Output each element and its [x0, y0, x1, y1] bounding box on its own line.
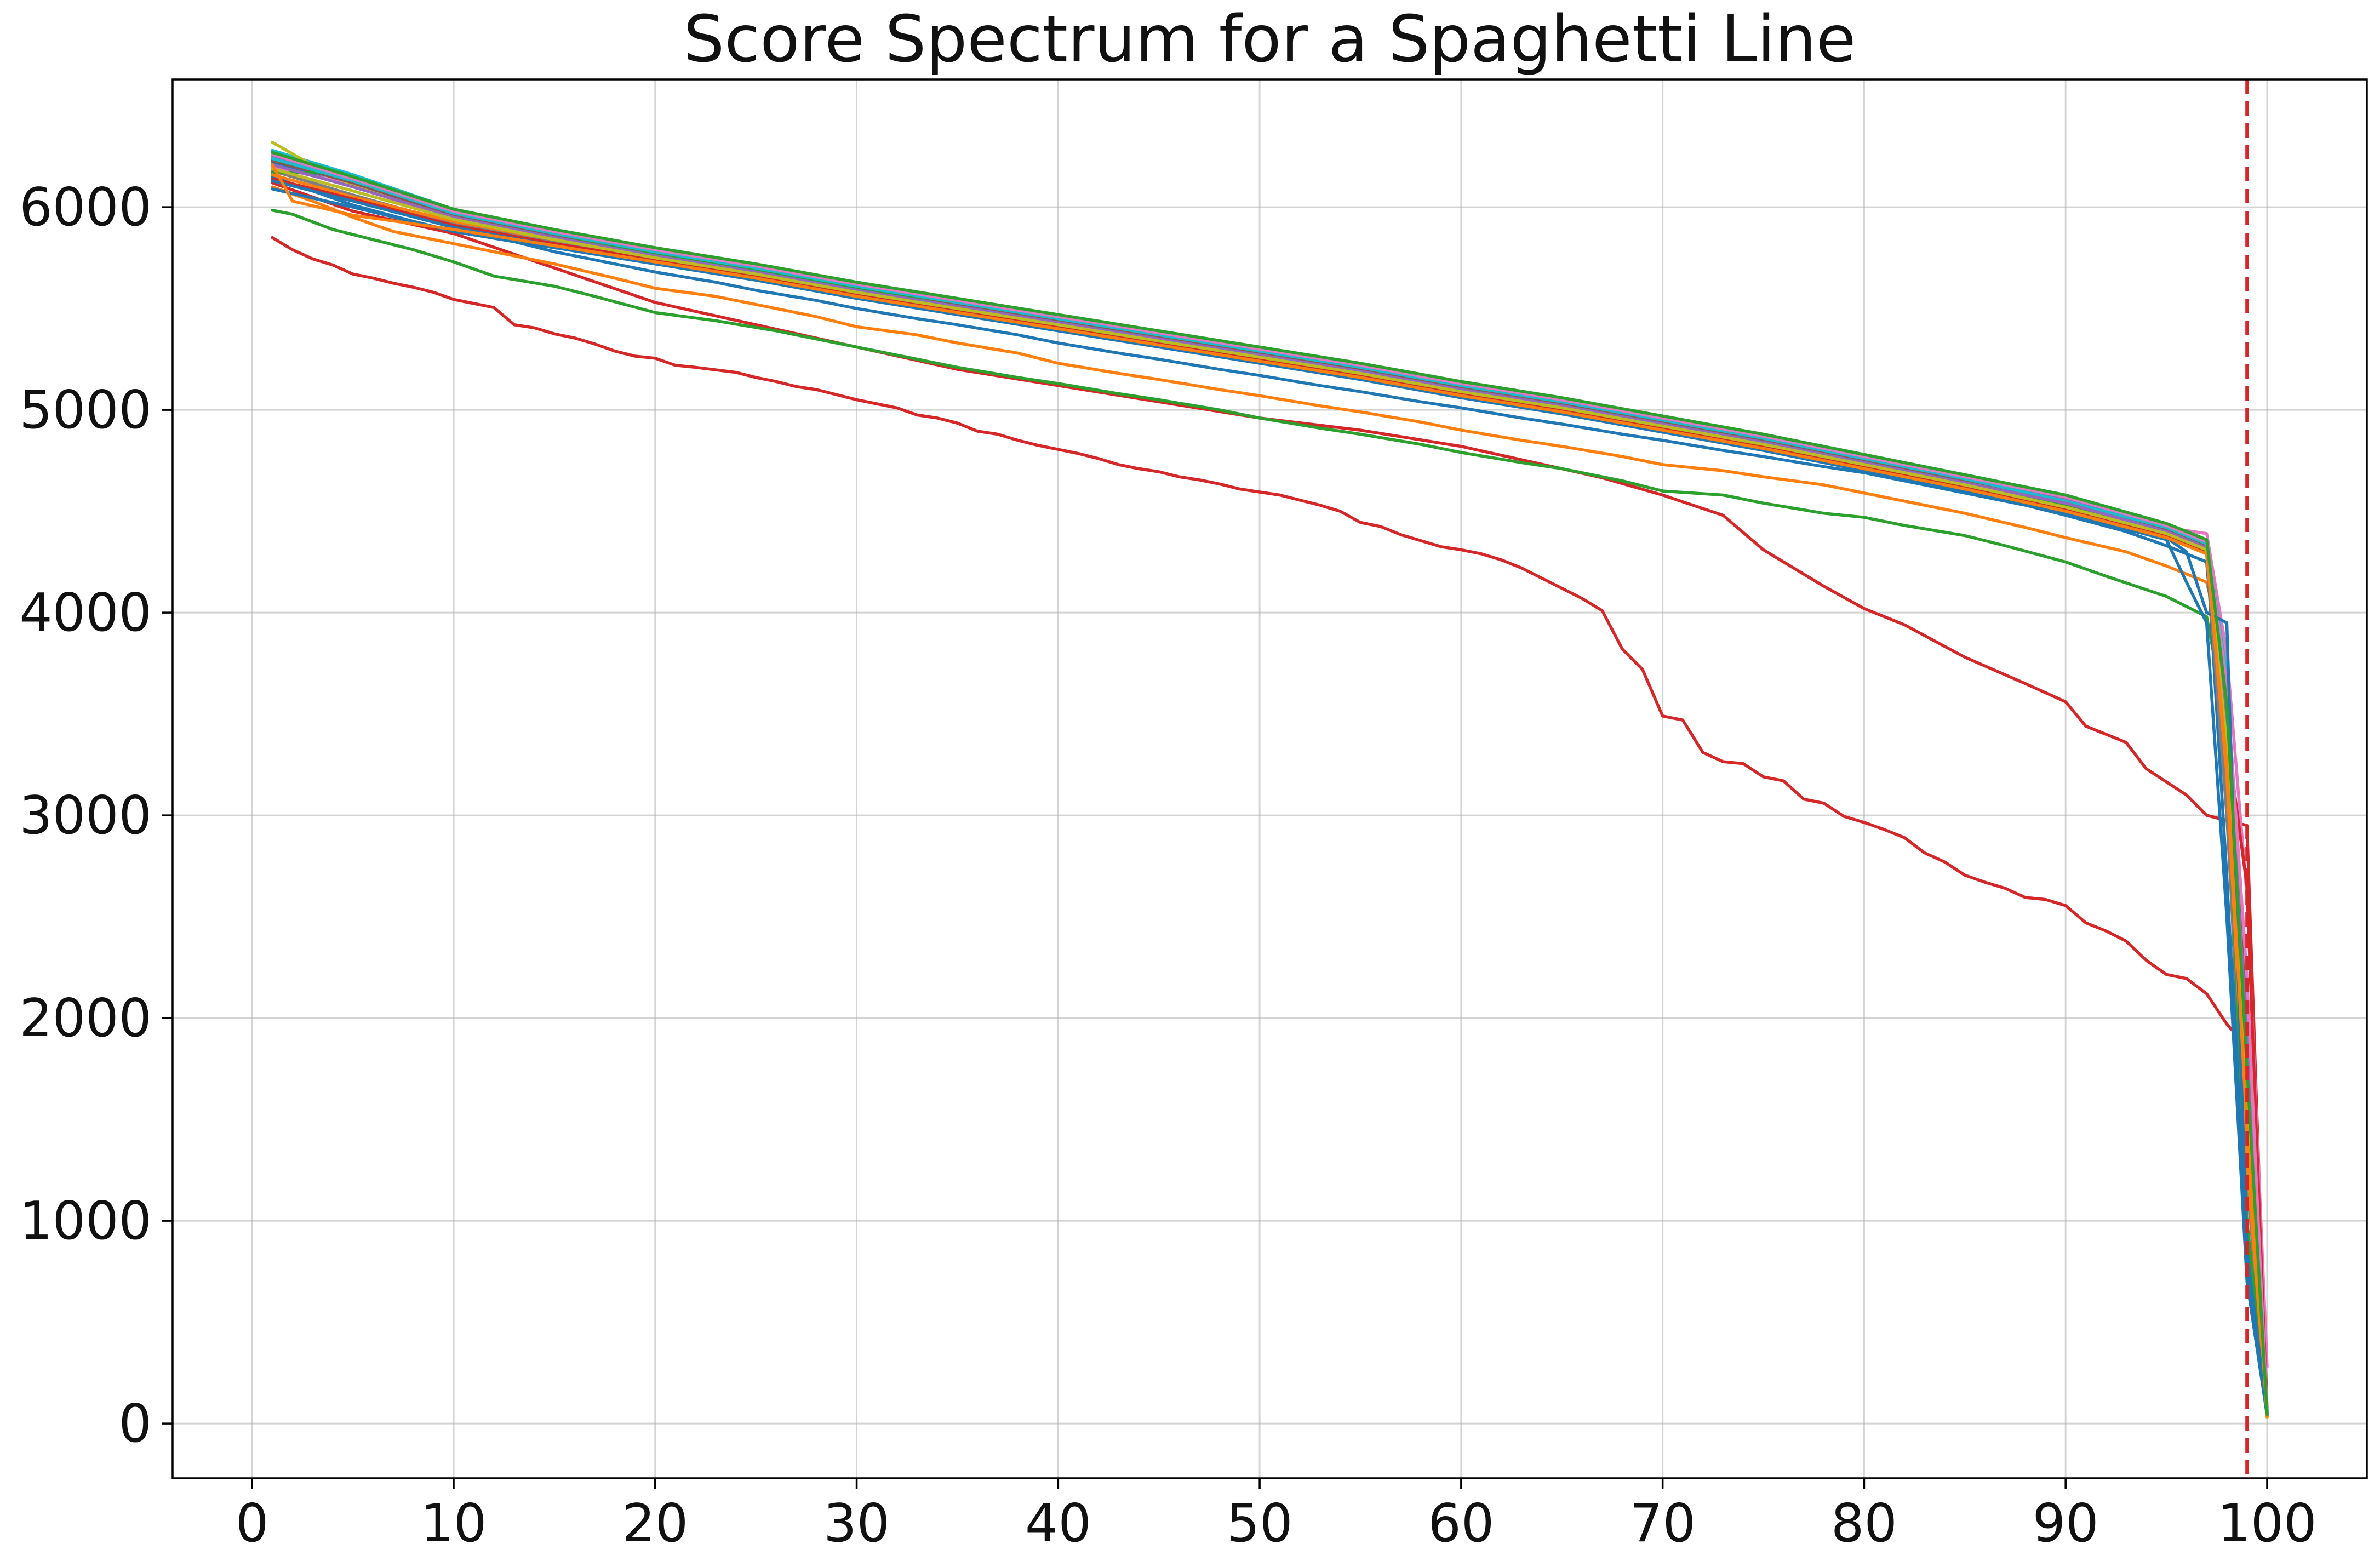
series-line-15 — [271, 177, 2269, 1417]
y-tick-label: 6000 — [19, 178, 152, 238]
series-line-23 — [271, 151, 2269, 1416]
y-tick-label: 2000 — [19, 988, 152, 1049]
axes-frame — [171, 78, 2368, 1479]
grid — [173, 79, 2367, 1478]
series-line-22 — [271, 163, 2269, 1418]
y-tick-label: 4000 — [19, 583, 152, 643]
series-line-3 — [271, 208, 2269, 1413]
x-tick-label: 50 — [1227, 1494, 1293, 1554]
x-tick-label: 40 — [1025, 1494, 1091, 1554]
y-tick-label: 0 — [119, 1394, 152, 1454]
tick-group: 0 10 20 30 40 50 60 70 80 90 100010002000300040005… — [19, 178, 2316, 1554]
series-line-19 — [271, 167, 2269, 1418]
x-tick-label: 90 — [2033, 1494, 2099, 1554]
x-tick-label: 0 — [236, 1494, 268, 1554]
chart-title: Score Spectrum for a Spaghetti Line — [683, 1, 1856, 77]
x-tick-label: 10 — [421, 1494, 487, 1554]
x-tick-label: 20 — [622, 1494, 688, 1554]
series-line-1 — [271, 236, 2269, 1417]
y-tick-label: 5000 — [19, 380, 152, 441]
series-line-16 — [271, 187, 2269, 1417]
x-tick-label: 70 — [1629, 1494, 1696, 1554]
series-line-4 — [271, 185, 2269, 1409]
series-line-17 — [271, 157, 2269, 1416]
x-tick-label: 80 — [1831, 1494, 1897, 1554]
series-group — [271, 140, 2269, 1419]
series-line-20 — [271, 153, 2269, 1415]
y-tick-label: 1000 — [19, 1191, 152, 1251]
x-tick-label: 60 — [1428, 1494, 1494, 1554]
series-line-18 — [271, 163, 2269, 1417]
series-line-2 — [271, 181, 2269, 1413]
x-tick-label: 30 — [823, 1494, 890, 1554]
y-tick-label: 3000 — [19, 786, 152, 846]
x-tick-label: 100 — [2217, 1494, 2316, 1554]
